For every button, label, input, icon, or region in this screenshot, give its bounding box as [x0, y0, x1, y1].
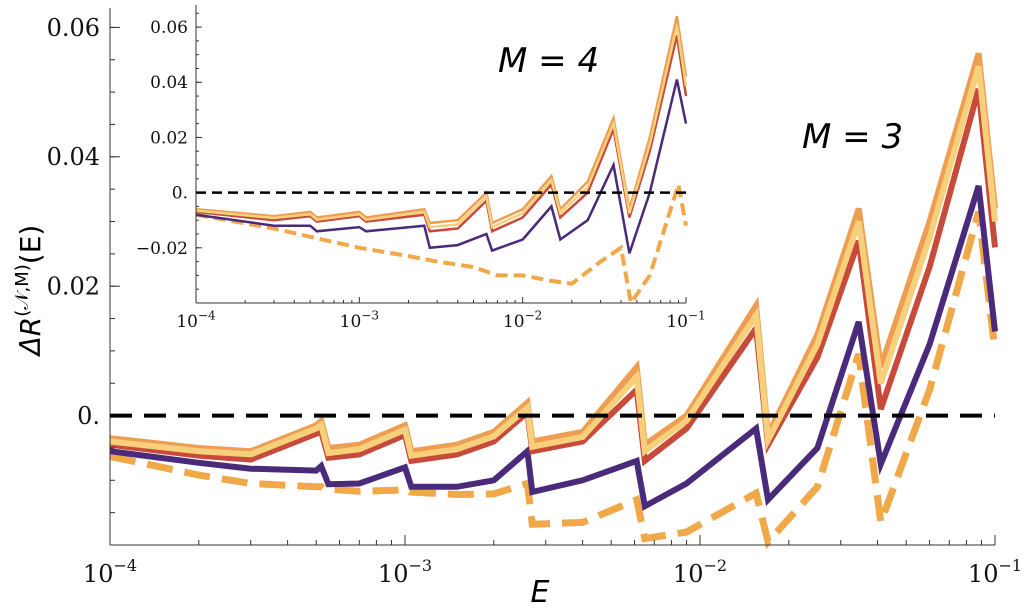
inset-x-tick-exponent: −4	[198, 308, 216, 322]
main-x-tick-label: 10−4	[83, 556, 137, 588]
main-x-tick-exponent: −2	[703, 556, 727, 575]
main-x-tick-exponent: −4	[113, 556, 137, 575]
main-x-tick-label: 10−3	[378, 556, 432, 588]
main-y-tick-label: 0.	[77, 402, 100, 430]
main-series-dashed-orange	[109, 210, 999, 550]
inset-x-tick-exponent: −3	[361, 308, 379, 322]
main-x-tick-base: 10	[83, 560, 114, 588]
inset-x-tick-exponent: −2	[525, 308, 543, 322]
main-y-tick-label: 0.06	[47, 14, 100, 42]
inset-x-tick-base: 10	[666, 312, 688, 332]
main-y-tick-label: 0.02	[47, 273, 100, 301]
main-x-tick-base: 10	[378, 560, 409, 588]
inset-y-tick-label: 0.04	[150, 73, 188, 93]
inset-x-tick-base: 10	[340, 312, 362, 332]
main-x-tick-exponent: −3	[408, 556, 432, 575]
y-axis-label-superscript: (𝒩,M)	[12, 264, 33, 317]
inset-y-tick-label: 0.02	[150, 128, 188, 148]
main-x-tick-base: 10	[968, 560, 999, 588]
main-x-tick-exponent: −1	[998, 556, 1022, 575]
inset-chart-panel: 10−4 10−3 10−2 10−1−0.020.0.020.040.06	[136, 0, 706, 332]
main-x-tick-label: 10−1	[968, 556, 1022, 588]
inset-x-tick-base: 10	[176, 312, 198, 332]
inset-series-yellow	[195, 25, 688, 229]
main-series-purple	[109, 185, 998, 511]
inset-annotation: M = 4	[498, 41, 599, 81]
inset-background	[195, 0, 702, 305]
main-series-group	[109, 52, 999, 550]
main-x-tick-base: 10	[673, 560, 704, 588]
y-axis-label: ΔR(𝒩,M)(E)	[12, 225, 47, 358]
inset-series-group	[195, 15, 688, 309]
inset-y-tick-label: 0.06	[150, 18, 188, 38]
inset-x-tick-label: 10−4	[176, 308, 216, 332]
y-axis-label-base: ΔR	[14, 317, 47, 358]
inset-x-tick-label: 10−3	[340, 308, 379, 332]
main-annotation: M = 3	[802, 117, 903, 157]
inset-x-tick-exponent: −1	[688, 308, 706, 322]
inset-y-tick-label: 0.	[172, 184, 188, 204]
inset-x-tick-label: 10−1	[666, 308, 705, 332]
main-x-tick-label: 10−2	[673, 556, 727, 588]
inset-x-tick-label: 10−2	[503, 308, 542, 332]
inset-y-tick-label: −0.02	[136, 239, 188, 259]
inset-series-purple	[195, 79, 688, 254]
inset-axes-group: 10−4 10−3 10−2 10−1−0.020.0.020.040.06	[136, 5, 706, 332]
main-series-yellow	[109, 65, 998, 460]
inset-x-tick-base: 10	[503, 312, 525, 332]
svg-text:ΔR(𝒩,M)(E): ΔR(𝒩,M)(E)	[12, 225, 47, 358]
main-axes-group: 10−4 10−3 10−2 10−10.0.020.040.06	[47, 8, 1022, 588]
main-y-tick-label: 0.04	[47, 143, 100, 171]
y-axis-label-tail: (E)	[14, 225, 47, 265]
main-chart-panel: 10−4 10−3 10−2 10−10.0.020.040.06	[47, 8, 1022, 588]
x-axis-label: E	[531, 575, 550, 610]
inset-series-dashed-orange	[195, 183, 688, 309]
